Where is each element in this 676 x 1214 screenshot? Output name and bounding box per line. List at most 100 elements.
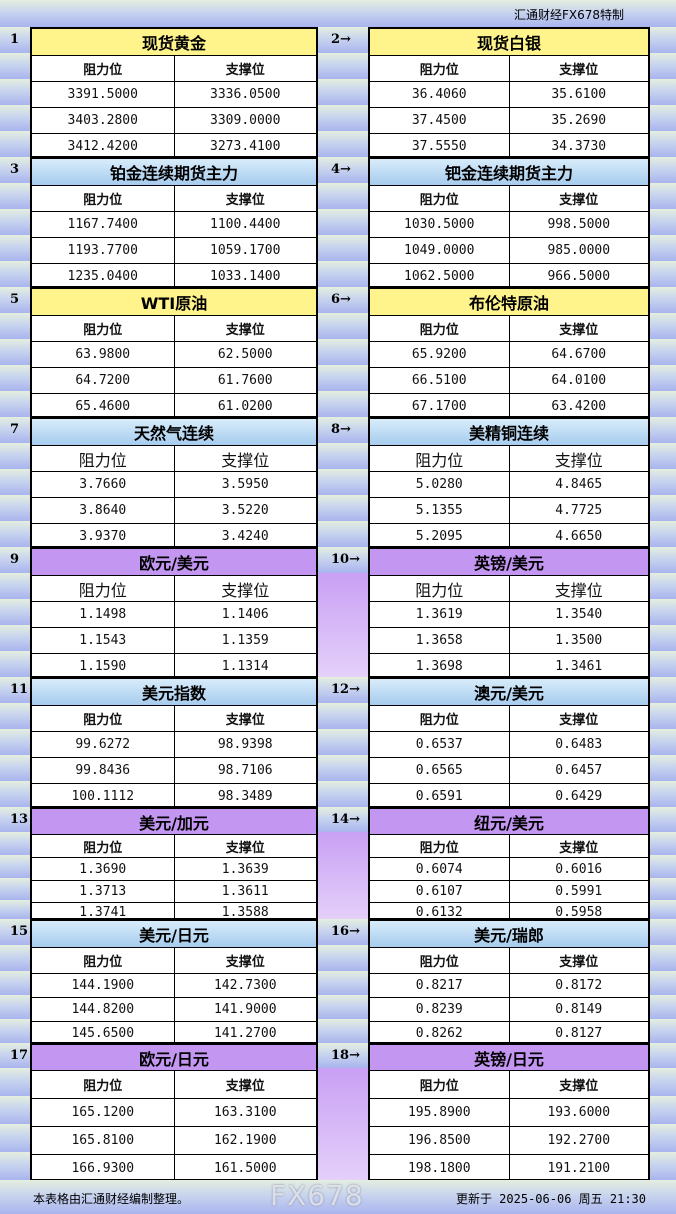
- resistance-value: 100.1112: [71, 789, 135, 804]
- quote-table-right: 现货白银 阻力位 支撑位 36.4060 35.6100 37.4500 35.2690 37…: [368, 27, 650, 159]
- table-row: 36.4060 35.6100: [370, 81, 648, 107]
- top-banner: 汇通财经FX678特制: [0, 0, 676, 27]
- support-value: 0.6016: [508, 858, 649, 880]
- support-value: 98.9398: [173, 732, 317, 757]
- item-number: 11: [10, 682, 29, 697]
- resistance-value: 195.8900: [407, 1105, 471, 1120]
- table-row: 1.1590 1.1314: [32, 653, 316, 679]
- middle-column: [316, 1068, 368, 1180]
- table-row: 0.6074 0.6016: [370, 857, 648, 880]
- header-row: 阻力位 支撑位: [32, 445, 316, 471]
- resistance-value: 0.6591: [415, 789, 463, 804]
- support-value: 4.8465: [508, 472, 649, 497]
- resistance-value: 144.8200: [71, 1002, 135, 1017]
- support-value: 141.9000: [173, 998, 317, 1021]
- table-title: 美元/瑞郎: [370, 921, 648, 947]
- quote-table-right: 英镑/日元 阻力位 支撑位 195.8900 193.6000 196.8500 192.2…: [368, 1043, 650, 1182]
- table-row: 1.1498 1.1406: [32, 601, 316, 627]
- table-title: 美元/日元: [32, 921, 316, 947]
- header-resistance: 阻力位: [83, 955, 123, 970]
- resistance-value: 1049.0000: [404, 243, 475, 258]
- resistance-value: 5.1355: [415, 503, 463, 518]
- header-row: 阻力位 支撑位: [32, 55, 316, 81]
- table-row: 1.3690 1.3639: [32, 857, 316, 880]
- support-value: 193.6000: [508, 1099, 649, 1126]
- table-title: 铂金连续期货主力: [32, 159, 316, 185]
- header-resistance: 阻力位: [78, 450, 127, 470]
- resistance-value: 36.4060: [411, 87, 467, 102]
- header-resistance: 阻力位: [415, 450, 464, 470]
- support-value: 4.6650: [508, 524, 649, 549]
- table-row: 196.8500 192.2700: [370, 1126, 648, 1154]
- table-row: 1167.7400 1100.4400: [32, 211, 316, 237]
- support-value: 192.2700: [508, 1127, 649, 1154]
- resistance-value: 3412.4200: [67, 139, 138, 154]
- quote-table-left: 铂金连续期货主力 阻力位 支撑位 1167.7400 1100.4400 1193.770…: [30, 157, 318, 289]
- table-row: 1.1543 1.1359: [32, 627, 316, 653]
- support-value: 98.7106: [173, 758, 317, 783]
- header-support: 支撑位: [508, 835, 649, 857]
- resistance-value: 165.8100: [71, 1133, 135, 1148]
- item-number: 3: [10, 162, 20, 177]
- support-value: 35.2690: [508, 108, 649, 133]
- quote-table-right: 纽元/美元 阻力位 支撑位 0.6074 0.6016 0.6107 0.5991 0.613…: [368, 807, 650, 921]
- table-title: WTI原油: [32, 289, 316, 315]
- table-row: 3.8640 3.5220: [32, 497, 316, 523]
- support-value: 35.6100: [508, 82, 649, 107]
- table-row: 144.1900 142.7300: [32, 973, 316, 997]
- resistance-value: 0.6074: [415, 861, 463, 877]
- support-value: 61.7600: [173, 368, 317, 393]
- table-row: 5.0280 4.8465: [370, 471, 648, 497]
- table-row: 37.5550 34.3730: [370, 133, 648, 159]
- resistance-value: 3.7660: [79, 477, 127, 492]
- item-number: 17: [10, 1048, 29, 1063]
- item-number: 14→: [331, 812, 360, 827]
- support-value: 98.3489: [173, 784, 317, 809]
- header-row: 阻力位 支撑位: [370, 1070, 648, 1098]
- header-resistance: 阻力位: [83, 63, 123, 78]
- support-value: 1.3500: [508, 628, 649, 653]
- header-support: 支撑位: [173, 576, 317, 601]
- table-row: 0.6591 0.6429: [370, 783, 648, 809]
- support-value: 0.6483: [508, 732, 649, 757]
- resistance-value: 0.8262: [415, 1026, 463, 1041]
- resistance-value: 99.8436: [75, 763, 131, 778]
- table-row: 63.9800 62.5000: [32, 341, 316, 367]
- item-number: 12→: [331, 682, 360, 697]
- support-value: 3.5950: [173, 472, 317, 497]
- header-row: 阻力位 支撑位: [370, 705, 648, 731]
- table-title: 美精铜连续: [370, 419, 648, 445]
- header-support: 支撑位: [173, 446, 317, 471]
- header-resistance: 阻力位: [83, 840, 123, 856]
- resistance-value: 0.8217: [415, 978, 463, 993]
- resistance-value: 0.6537: [415, 737, 463, 752]
- item-number: 2→: [331, 32, 351, 47]
- header-resistance: 阻力位: [415, 580, 464, 600]
- watermark-logo: FX678: [270, 1179, 364, 1212]
- header-row: 阻力位 支撑位: [32, 834, 316, 857]
- support-value: 0.8172: [508, 974, 649, 997]
- resistance-value: 1193.7700: [67, 243, 138, 258]
- resistance-value: 66.5100: [411, 373, 467, 388]
- item-number: 8→: [331, 422, 351, 437]
- header-support: 支撑位: [173, 186, 317, 211]
- resistance-value: 0.6565: [415, 763, 463, 778]
- table-row: 99.6272 98.9398: [32, 731, 316, 757]
- support-value: 966.5000: [508, 264, 649, 289]
- header-resistance: 阻力位: [83, 323, 123, 338]
- resistance-value: 1.1590: [79, 659, 127, 674]
- support-value: 1100.4400: [173, 212, 317, 237]
- resistance-value: 1167.7400: [67, 217, 138, 232]
- header-support: 支撑位: [173, 316, 317, 341]
- table-row: 1030.5000 998.5000: [370, 211, 648, 237]
- brand-label: 汇通财经FX678特制: [513, 8, 624, 22]
- resistance-value: 1235.0400: [67, 269, 138, 284]
- resistance-value: 1.3698: [415, 659, 463, 674]
- header-row: 阻力位 支撑位: [370, 445, 648, 471]
- table-title: 欧元/日元: [32, 1045, 316, 1070]
- resistance-value: 1.1498: [79, 607, 127, 622]
- support-value: 1059.1700: [173, 238, 317, 263]
- item-number: 5: [10, 292, 20, 307]
- resistance-value: 37.4500: [411, 113, 467, 128]
- support-value: 62.5000: [173, 342, 317, 367]
